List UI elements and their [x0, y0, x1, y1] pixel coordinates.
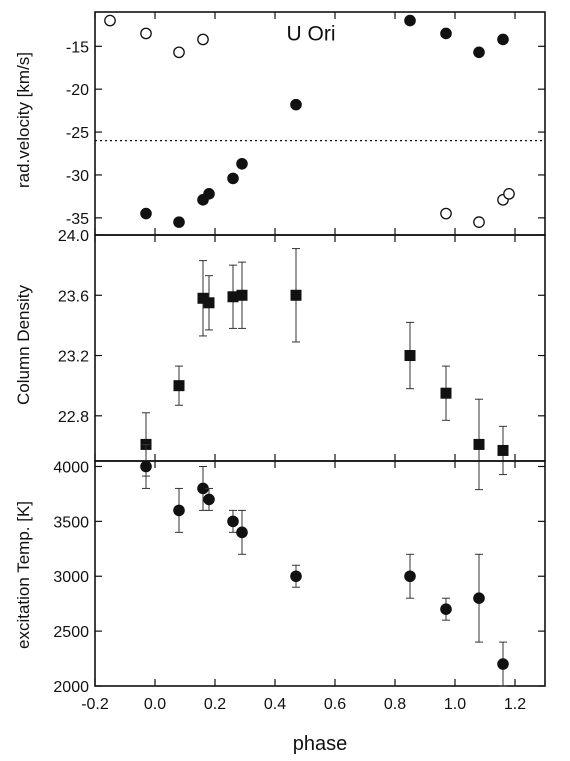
cd-data-point: [197, 292, 209, 304]
panel-column-density: 22.8 23.2 23.6 24.0 Column Density: [14, 228, 546, 491]
cd-y-axis-label: Column Density: [14, 285, 33, 405]
x-tick-label: 0.4: [264, 696, 286, 713]
cd-data-point: [290, 289, 302, 301]
cd-data-point: [473, 438, 485, 450]
rv-data-point-open: [140, 27, 152, 40]
rv-data-point: [203, 188, 215, 200]
x-tick-label: 1.2: [504, 696, 526, 713]
tex-y-tick-label: 2000: [53, 679, 89, 696]
tex-data-point: [497, 658, 509, 670]
cd-data-point: [173, 380, 185, 392]
star-name-annotation: U Ori: [287, 22, 336, 45]
tex-data-point: [236, 526, 248, 539]
tex-y-axis-label: excitation Temp. [K]: [14, 501, 33, 649]
tex-data-point: [197, 482, 209, 495]
x-axis-label: phase: [293, 733, 348, 755]
tex-data-point: [440, 603, 452, 615]
cd-data-point: [440, 387, 452, 399]
cd-data-point: [497, 444, 509, 456]
rv-data-point-open: [473, 216, 485, 228]
tex-data-point: [140, 460, 152, 473]
rv-y-tick-label: -30: [66, 168, 89, 185]
tex-data-point: [173, 504, 185, 517]
x-tick-label: 0.0: [144, 696, 166, 713]
rv-data-point: [140, 207, 152, 220]
rv-plot-frame: [94, 11, 546, 236]
rv-data-point: [236, 158, 248, 170]
cd-data-point: [404, 350, 416, 362]
tex-data-point: [227, 515, 239, 528]
tex-y-tick-label: 3000: [53, 569, 89, 586]
panel-excitation-temperature: 2000 2500 3000 3500 4000 excitation Temp. [K]: [14, 444, 546, 696]
cd-y-tick-label: 24.0: [58, 228, 89, 245]
rv-data-point-open: [197, 33, 209, 46]
cd-y-tick-label: 23.2: [58, 349, 89, 366]
rv-y-axis-label: rad.velocity [km/s]: [14, 52, 33, 188]
x-tick-label: 0.6: [324, 696, 346, 713]
cd-data-point: [227, 291, 239, 303]
rv-y-tick-label: -25: [66, 125, 89, 142]
rv-data-point: [173, 216, 185, 228]
rv-data-point-open: [104, 14, 116, 27]
rv-data-point: [473, 46, 485, 59]
cd-data-point: [236, 289, 248, 301]
x-tick-label: 0.2: [204, 696, 226, 713]
rv-data-point: [404, 14, 416, 27]
x-tick-label: -0.2: [81, 696, 109, 713]
rv-y-tick-label: -20: [66, 82, 89, 99]
tex-data-point: [473, 592, 485, 604]
rv-data-point-open: [440, 207, 452, 220]
tex-data-point: [290, 570, 302, 583]
cd-data-point: [203, 297, 215, 309]
tex-y-tick-label: 4000: [53, 459, 89, 476]
rv-data-point: [497, 33, 509, 46]
tex-data-point: [404, 570, 416, 583]
tex-plot-frame: [94, 460, 546, 687]
rv-data-point: [440, 27, 452, 40]
cd-y-tick-label: 22.8: [58, 409, 89, 426]
rv-data-point-open: [173, 46, 185, 59]
x-tick-label: 0.8: [384, 696, 406, 713]
tex-y-tick-label: 3500: [53, 514, 89, 531]
rv-data-point: [227, 172, 239, 185]
x-tick-label: 1.0: [444, 696, 466, 713]
rv-y-tick-label: -15: [66, 39, 89, 56]
x-axis: -0.2 0.0 0.2 0.4 0.6 0.8 1.0 1.2 phase: [81, 696, 526, 755]
cd-y-tick-label: 23.6: [58, 288, 89, 305]
rv-data-point-open: [503, 187, 515, 200]
panel-radial-velocity: -35 -30 -25 -20 -15 rad.velocity [km/s] U Ori: [14, 11, 546, 236]
rv-y-tick-label: -35: [66, 211, 89, 228]
tex-data-point: [203, 493, 215, 506]
rv-data-point: [290, 98, 302, 111]
cd-plot-frame: [94, 234, 546, 462]
tex-y-tick-label: 2500: [53, 624, 89, 641]
